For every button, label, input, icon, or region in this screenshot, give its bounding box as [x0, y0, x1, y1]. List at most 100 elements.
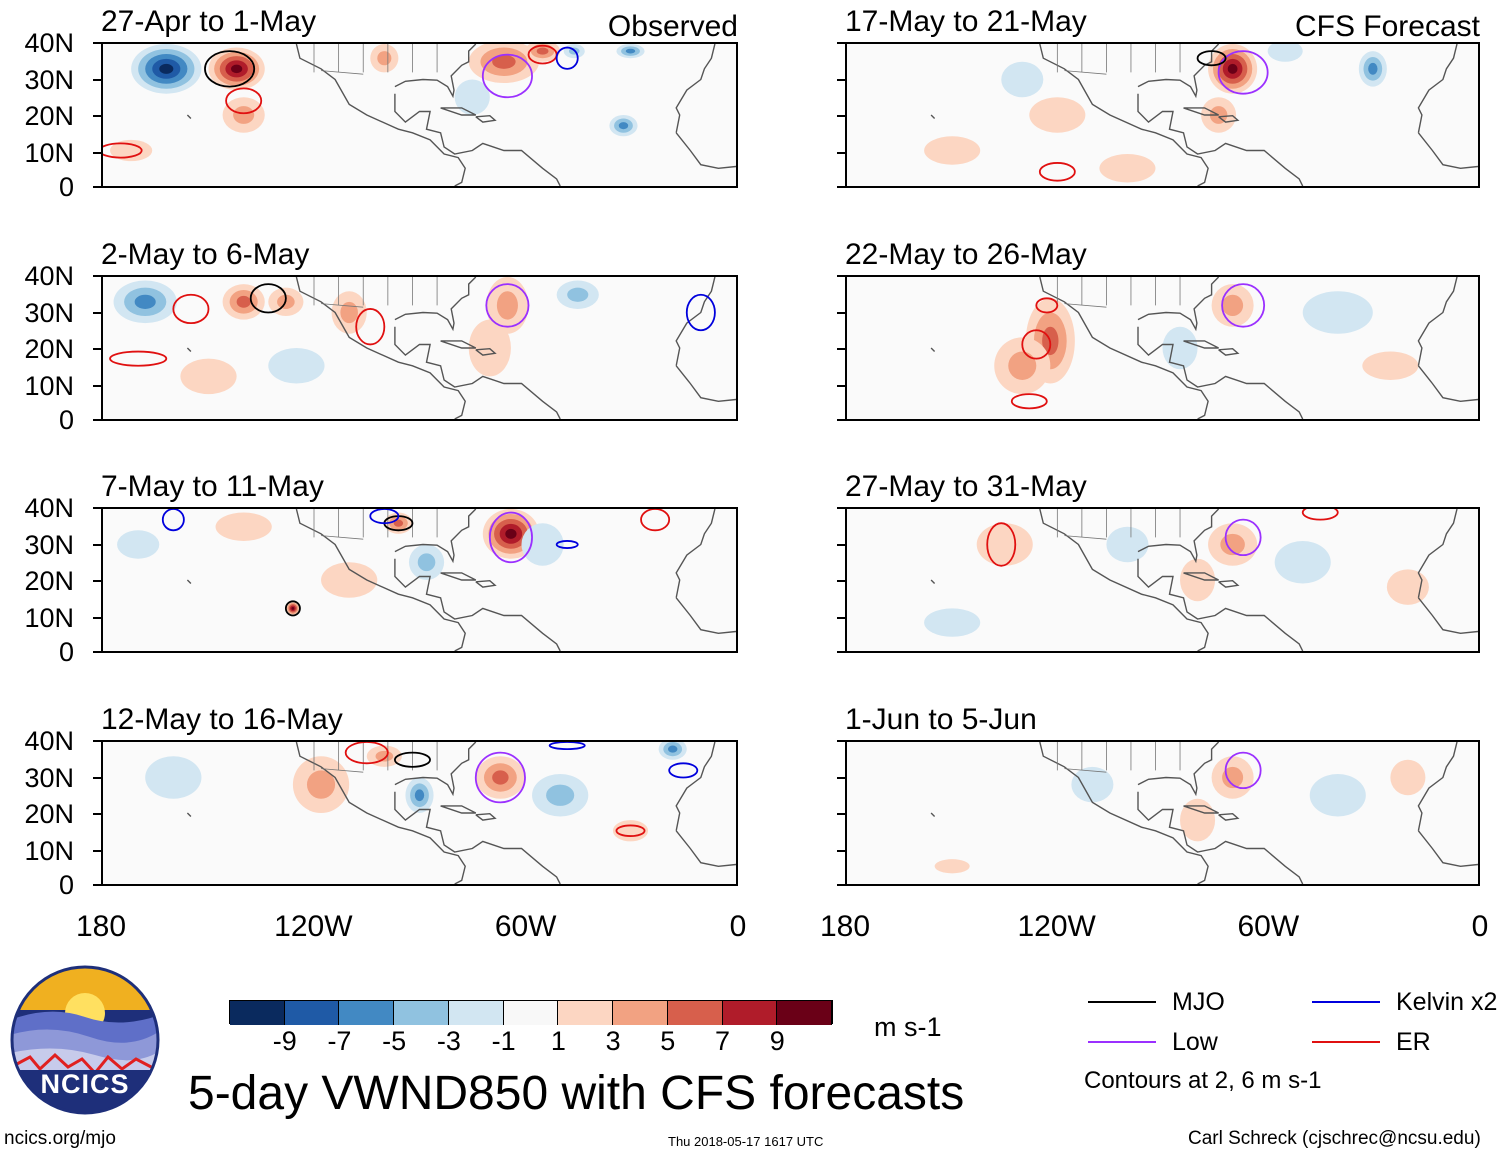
- anomaly-blob: [1222, 766, 1244, 789]
- anomaly-blob: [1071, 766, 1114, 803]
- y-tick-mark: [93, 419, 101, 421]
- panel-title: 22-May to 26-May: [845, 238, 1087, 271]
- contour-line: [485, 283, 530, 328]
- anomaly-blob: [1368, 62, 1378, 75]
- anomaly-blob: [306, 770, 336, 799]
- colorbar-segment: [339, 1001, 395, 1025]
- y-tick-mark: [93, 507, 101, 509]
- legend-label: MJO: [1172, 988, 1225, 1016]
- coastline: [1137, 558, 1304, 651]
- coastline: [675, 44, 716, 133]
- y-tick-mark: [93, 740, 101, 742]
- y-tick-mark: [837, 813, 845, 815]
- coastline: [475, 114, 497, 123]
- coastline: [1417, 44, 1458, 133]
- x-tick-label: 60W: [1237, 910, 1300, 943]
- coastline: [1218, 812, 1240, 821]
- author-credit: Carl Schreck (cjschrec@ncsu.edu): [1188, 1128, 1481, 1149]
- panel-title: 27-Apr to 1-May: [101, 5, 317, 38]
- y-tick-mark: [837, 384, 845, 387]
- y-tick-mark: [837, 849, 845, 852]
- anomaly-blob: [546, 784, 575, 806]
- contour-line: [1224, 751, 1262, 790]
- panel-title: 17-May to 21-May: [845, 5, 1087, 38]
- border-line: [320, 70, 364, 75]
- colorbar: [229, 1000, 833, 1025]
- contour-line: [685, 293, 716, 332]
- anomaly-blob: [492, 54, 516, 69]
- coastline: [675, 597, 736, 635]
- coastline: [1417, 830, 1478, 868]
- anomaly-blob: [1106, 526, 1149, 563]
- y-tick-mark: [93, 616, 101, 619]
- contour-line: [369, 509, 400, 525]
- anomaly-blob: [1099, 154, 1156, 183]
- map-canvas: [924, 44, 1478, 186]
- contour-line: [1196, 50, 1227, 67]
- coastline: [1417, 742, 1458, 831]
- anomaly-blob: [1227, 63, 1238, 74]
- anomaly-blob: [377, 51, 392, 66]
- panel-title: 12-May to 16-May: [101, 703, 343, 736]
- colorbar-segment: [284, 1001, 340, 1025]
- y-tick-mark: [837, 151, 845, 154]
- colorbar-label: 7: [715, 1026, 731, 1056]
- anomaly-blob: [236, 295, 251, 308]
- anomaly-blob: [668, 745, 678, 753]
- legend-line-mjo: [1088, 1001, 1156, 1003]
- coastline: [1417, 277, 1458, 366]
- coastline: [1137, 277, 1220, 332]
- map-panel: [845, 507, 1480, 653]
- figure-title: 5-day VWND850 with CFS forecasts: [188, 1067, 965, 1120]
- contour-line: [225, 87, 263, 115]
- logo-text: NCICS: [40, 1069, 130, 1099]
- colorbar-label: -1: [491, 1026, 516, 1056]
- coastline: [1417, 597, 1478, 635]
- y-tick-mark: [93, 42, 101, 44]
- coastline: [930, 114, 936, 119]
- panel-title: 1-Jun to 5-Jun: [845, 703, 1037, 736]
- anomaly-blob: [1162, 326, 1198, 370]
- anomaly-blob: [1302, 291, 1373, 334]
- coastline: [1417, 509, 1458, 598]
- anomaly-blob: [612, 820, 649, 842]
- contour-line: [1221, 283, 1266, 328]
- site-url: ncics.org/mjo: [4, 1128, 116, 1149]
- coastline: [440, 107, 477, 116]
- contour-line: [103, 142, 143, 159]
- contour-line: [172, 293, 210, 325]
- observed-label: Observed: [607, 10, 738, 43]
- y-tick-label: 10N: [24, 137, 74, 168]
- coastline: [394, 44, 477, 99]
- map-panel: [845, 42, 1480, 188]
- coastline: [675, 365, 736, 403]
- y-tick-mark: [837, 78, 845, 81]
- y-tick-mark: [837, 507, 845, 509]
- contour-line: [249, 283, 287, 314]
- coastline: [1137, 509, 1220, 564]
- y-tick-mark: [837, 348, 845, 350]
- y-tick-mark: [93, 776, 101, 779]
- anomaly-blob: [291, 606, 295, 610]
- colorbar-segment: [394, 1001, 449, 1025]
- contour-line: [481, 53, 533, 99]
- y-tick-mark: [837, 740, 845, 742]
- coastline: [1417, 132, 1478, 170]
- coastline: [1137, 742, 1220, 797]
- coastline: [675, 509, 716, 598]
- panel-title: 2-May to 6-May: [101, 238, 310, 271]
- y-tick-mark: [93, 580, 101, 582]
- y-tick-mark: [837, 543, 845, 546]
- y-tick-label: 30N: [24, 529, 74, 560]
- anomaly-blob: [1001, 61, 1044, 98]
- legend-label: Kelvin x2: [1396, 988, 1498, 1016]
- coastline: [440, 805, 477, 814]
- anomaly-blob: [492, 770, 509, 785]
- legend-line-low: [1088, 1041, 1156, 1043]
- coastline: [675, 132, 736, 170]
- anomaly-blob: [1274, 540, 1331, 584]
- contour-line: [1301, 509, 1339, 521]
- panel-title: 7-May to 11-May: [101, 470, 324, 503]
- y-tick-mark: [93, 275, 101, 277]
- coastline: [475, 579, 497, 588]
